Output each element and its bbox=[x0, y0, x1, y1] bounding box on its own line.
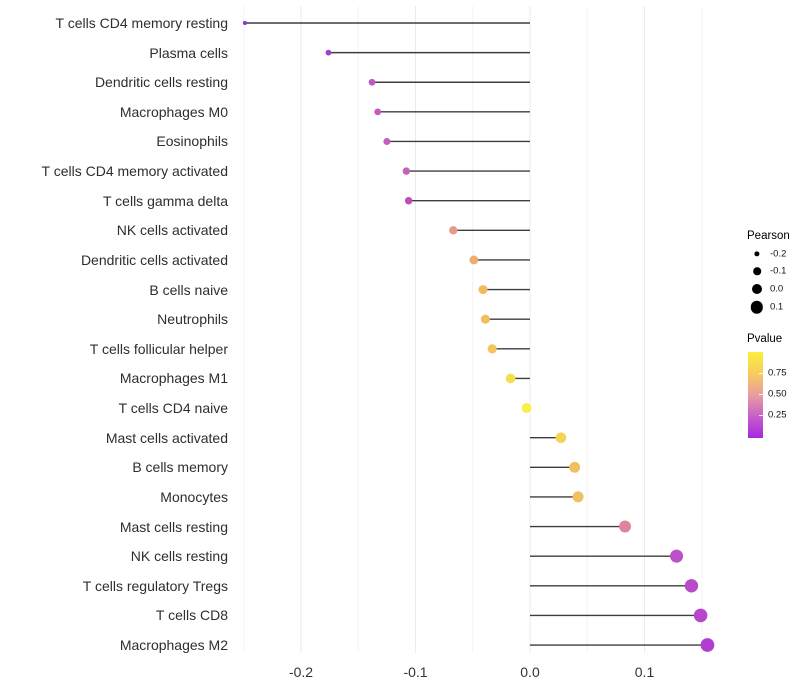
pearson-legend-dot bbox=[753, 267, 761, 276]
pvalue-legend-label: 0.75 bbox=[768, 367, 787, 379]
category-label: Eosinophils bbox=[156, 133, 228, 150]
lollipop-dot bbox=[402, 167, 411, 175]
category-label: Mast cells activated bbox=[105, 429, 228, 446]
category-label: Dendritic cells resting bbox=[94, 74, 228, 91]
category-label: NK cells resting bbox=[130, 548, 228, 565]
lollipop-dot bbox=[480, 314, 490, 324]
lollipop-dot bbox=[487, 344, 497, 354]
category-label: Monocytes bbox=[160, 488, 228, 505]
x-tick-label: 0.1 bbox=[634, 664, 655, 680]
category-label: T cells CD4 memory activated bbox=[41, 163, 228, 180]
category-label: T cells CD4 naive bbox=[118, 400, 228, 417]
lollipop-dot bbox=[404, 196, 413, 205]
lollipop-dot bbox=[700, 638, 715, 652]
category-label: T cells CD8 bbox=[155, 607, 228, 624]
lollipop-dot bbox=[521, 403, 532, 414]
lollipop-dot bbox=[505, 373, 516, 384]
pvalue-colorbar-tick bbox=[759, 372, 763, 374]
lollipop-dot bbox=[670, 549, 684, 563]
pearson-legend-dot bbox=[750, 300, 764, 314]
lollipop-dot bbox=[572, 491, 584, 503]
category-label: T cells follicular helper bbox=[89, 340, 228, 357]
lollipop-dot bbox=[325, 49, 332, 56]
pvalue-colorbar-tick bbox=[759, 394, 763, 396]
category-label: T cells regulatory Tregs bbox=[82, 577, 228, 594]
pearson-legend-title: Pearson bbox=[747, 230, 790, 242]
lollipop-dot bbox=[368, 78, 376, 86]
lollipop-dot bbox=[555, 432, 567, 444]
pvalue-colorbar-tick bbox=[759, 415, 763, 417]
category-label: Macrophages M2 bbox=[119, 637, 228, 654]
lollipop-dot bbox=[619, 520, 632, 533]
pvalue-legend-label: 0.25 bbox=[768, 409, 787, 421]
pvalue-legend-label: 0.50 bbox=[768, 388, 787, 400]
lollipop-dot bbox=[569, 461, 581, 473]
lollipop-dot bbox=[383, 137, 391, 145]
pvalue-legend-title: Pvalue bbox=[747, 333, 783, 345]
category-label: Plasma cells bbox=[149, 44, 228, 61]
lollipop-dot bbox=[374, 108, 382, 116]
pearson-legend-label: 0.1 bbox=[770, 301, 784, 313]
lollipop-dot bbox=[684, 579, 699, 593]
category-label: Neutrophils bbox=[157, 311, 228, 328]
pearson-legend-label: -0.1 bbox=[770, 265, 787, 277]
lollipop-dot bbox=[693, 608, 708, 623]
pvalue-colorbar bbox=[748, 352, 763, 438]
pearson-legend-dot bbox=[754, 250, 760, 257]
lollipop-dot bbox=[469, 255, 479, 265]
x-tick-label: -0.2 bbox=[288, 664, 314, 680]
lollipop-dot bbox=[478, 285, 488, 295]
x-tick-label: 0.0 bbox=[520, 664, 540, 680]
pearson-legend-label: -0.2 bbox=[770, 248, 787, 259]
category-label: NK cells activated bbox=[116, 222, 228, 239]
category-label: Macrophages M0 bbox=[119, 103, 228, 120]
category-label: T cells gamma delta bbox=[102, 192, 228, 209]
pearson-legend-label: 0.0 bbox=[770, 283, 784, 295]
category-label: T cells CD4 memory resting bbox=[55, 15, 228, 31]
category-label: Dendritic cells activated bbox=[80, 251, 228, 268]
x-tick-label: -0.1 bbox=[403, 664, 428, 680]
pearson-legend-dot bbox=[752, 284, 762, 295]
category-label: Macrophages M1 bbox=[119, 370, 228, 387]
category-label: B cells memory bbox=[132, 459, 228, 476]
category-label: Mast cells resting bbox=[119, 518, 228, 535]
category-label: B cells naive bbox=[149, 281, 228, 298]
lollipop-dot bbox=[449, 226, 458, 235]
lollipop-dot bbox=[242, 20, 247, 26]
